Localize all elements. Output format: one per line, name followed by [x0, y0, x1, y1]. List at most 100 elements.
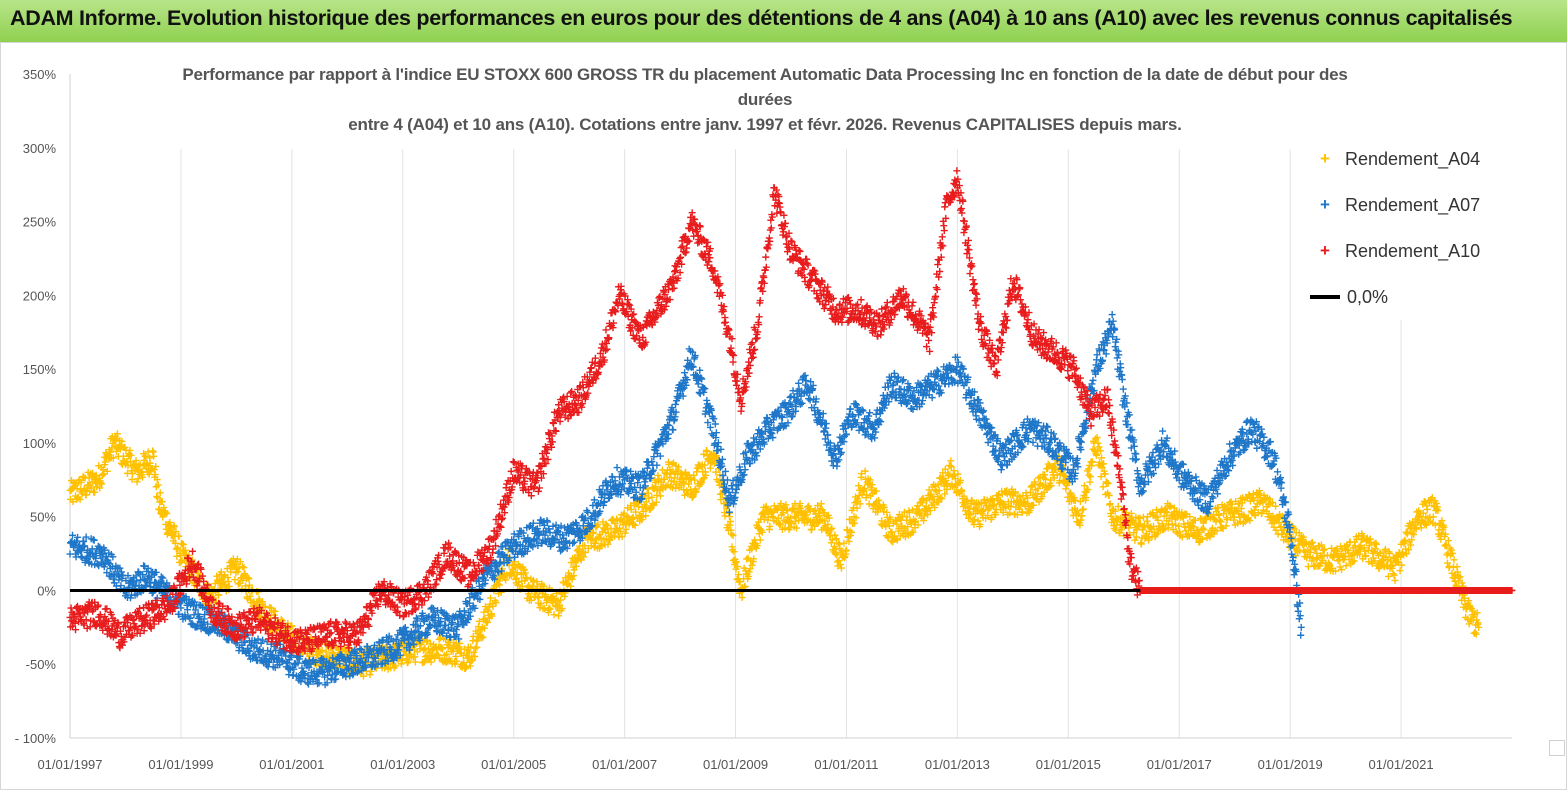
data-point — [1103, 479, 1111, 487]
data-point — [234, 568, 242, 576]
data-point — [452, 652, 460, 660]
x-tick-label: 01/01/1999 — [148, 757, 213, 772]
data-point — [535, 594, 543, 602]
data-point — [271, 607, 279, 615]
data-point — [690, 471, 698, 479]
data-point — [570, 538, 578, 546]
data-point — [103, 467, 111, 475]
data-point — [76, 495, 84, 503]
data-point — [153, 493, 161, 501]
data-point — [629, 513, 637, 521]
data-point — [567, 582, 575, 590]
data-point — [631, 521, 639, 529]
data-point — [692, 487, 700, 495]
data-point — [550, 611, 558, 619]
data-point — [1131, 536, 1139, 544]
data-point — [124, 462, 132, 470]
data-point — [496, 581, 504, 589]
data-point — [908, 404, 916, 412]
x-tick-label: 01/01/2015 — [1036, 757, 1101, 772]
data-point — [359, 672, 367, 680]
data-point — [154, 494, 162, 502]
data-point — [150, 466, 158, 474]
data-point — [366, 671, 374, 679]
data-point — [613, 464, 621, 472]
data-point — [489, 602, 497, 610]
data-point — [318, 646, 326, 654]
data-point — [630, 520, 638, 528]
y-tick-label: 150% — [23, 362, 57, 377]
data-point — [231, 576, 239, 584]
data-point — [805, 395, 813, 403]
data-point — [439, 645, 447, 653]
data-point — [462, 663, 470, 671]
data-point — [581, 549, 589, 557]
data-point — [502, 576, 510, 584]
data-point — [217, 568, 225, 576]
data-point — [1391, 576, 1399, 584]
data-point — [259, 636, 267, 644]
data-point — [866, 409, 874, 417]
data-point — [238, 563, 246, 571]
y-tick-label: - 100% — [15, 731, 57, 746]
data-point — [422, 638, 430, 646]
data-point — [367, 667, 375, 675]
data-point — [475, 617, 483, 625]
data-point — [174, 545, 182, 553]
data-point — [77, 478, 85, 486]
data-point — [456, 639, 464, 647]
data-point — [685, 480, 693, 488]
data-point — [594, 520, 602, 528]
data-point — [632, 508, 640, 516]
data-point — [96, 484, 104, 492]
y-tick-label: 350% — [23, 67, 57, 82]
data-point — [689, 492, 697, 500]
data-point — [1304, 563, 1312, 571]
data-point — [1390, 571, 1398, 579]
data-point — [224, 578, 232, 586]
data-point — [488, 612, 496, 620]
data-point — [660, 475, 668, 483]
data-point — [1132, 455, 1140, 463]
data-point — [113, 430, 121, 438]
data-point — [112, 447, 120, 455]
data-point — [244, 574, 252, 582]
data-point — [423, 636, 431, 644]
data-point — [471, 653, 479, 661]
data-point — [656, 492, 664, 500]
data-point — [602, 520, 610, 528]
data-point — [557, 596, 565, 604]
data-point — [472, 637, 480, 645]
data-point — [546, 605, 554, 613]
y-tick-label: 200% — [23, 288, 57, 303]
data-point — [442, 658, 450, 666]
data-point — [109, 454, 117, 462]
data-point — [139, 473, 147, 481]
x-tick-label: 01/01/2021 — [1369, 757, 1434, 772]
data-point — [1051, 434, 1059, 442]
data-point — [101, 458, 109, 466]
data-point — [975, 396, 983, 404]
data-point — [510, 558, 518, 566]
data-point — [236, 558, 244, 566]
data-point — [234, 580, 242, 588]
data-point — [460, 645, 468, 653]
data-point — [151, 471, 159, 479]
data-point — [189, 556, 197, 564]
data-point — [558, 605, 566, 613]
report-title: ADAM Informe. Evolution historique des p… — [10, 6, 1513, 30]
data-point — [708, 430, 716, 438]
data-point — [622, 525, 630, 533]
data-point — [158, 498, 166, 506]
data-point — [322, 648, 330, 656]
data-point — [654, 471, 662, 479]
series-rendement_a04 — [66, 430, 1483, 680]
data-point — [118, 437, 126, 445]
x-tick-label: 01/01/2003 — [370, 757, 435, 772]
data-point — [523, 574, 531, 582]
data-point — [179, 541, 187, 549]
data-point — [1137, 540, 1145, 548]
data-point — [154, 481, 162, 489]
data-point — [617, 527, 625, 535]
data-point — [1085, 471, 1093, 479]
